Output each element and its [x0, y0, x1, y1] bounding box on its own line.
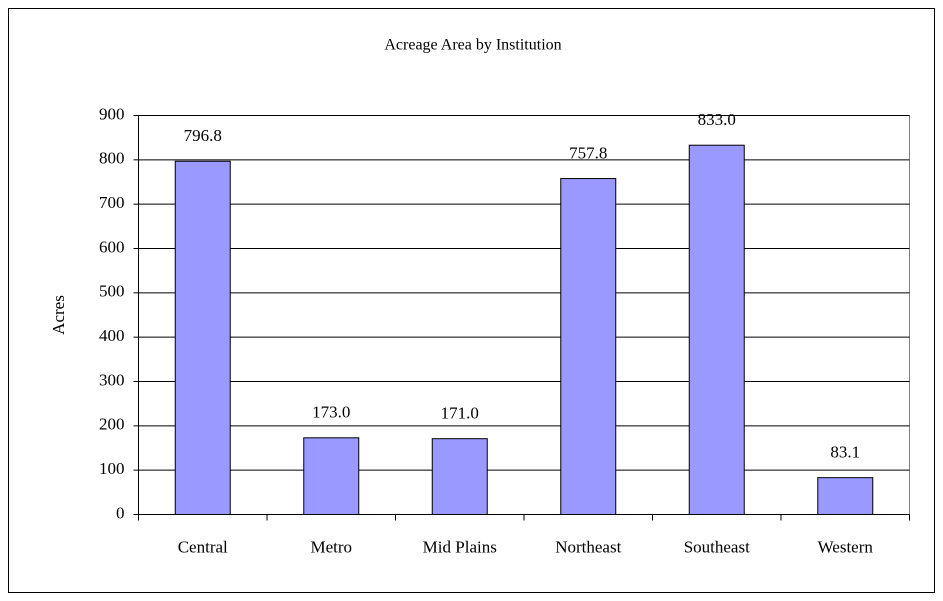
y-tick-label: 500	[99, 282, 125, 301]
y-tick-label: 0	[116, 503, 125, 522]
y-tick-label: 600	[99, 237, 125, 256]
x-tick-label: Northeast	[555, 537, 621, 556]
y-tick-label: 200	[99, 415, 125, 434]
data-label: 83.1	[830, 443, 860, 462]
bar	[303, 437, 360, 516]
x-tick-label: Southeast	[684, 537, 750, 556]
data-label: 757.8	[569, 143, 607, 162]
data-label: 796.8	[184, 126, 222, 145]
data-label: 833.0	[698, 110, 736, 129]
y-tick-label: 800	[99, 149, 125, 168]
bar	[431, 438, 488, 515]
data-label: 173.0	[312, 403, 350, 422]
x-tick-label: Central	[178, 537, 228, 556]
y-tick-label: 100	[99, 459, 125, 478]
data-label: 171.0	[441, 404, 479, 423]
bar	[174, 160, 231, 515]
chart-title: Acreage Area by Institution	[384, 37, 561, 54]
bar	[688, 144, 745, 515]
x-tick-label: Western	[818, 537, 874, 556]
y-tick-label: 900	[99, 104, 125, 123]
y-axis-label: Acres	[49, 295, 68, 335]
bar	[560, 178, 617, 516]
y-tick-label: 400	[99, 326, 125, 345]
x-tick-label: Mid Plains	[423, 537, 497, 556]
x-tick-label: Metro	[310, 537, 352, 556]
bar	[817, 477, 874, 515]
plot-area	[138, 115, 910, 515]
y-tick-label: 300	[99, 370, 125, 389]
y-tick-label: 700	[99, 193, 125, 212]
